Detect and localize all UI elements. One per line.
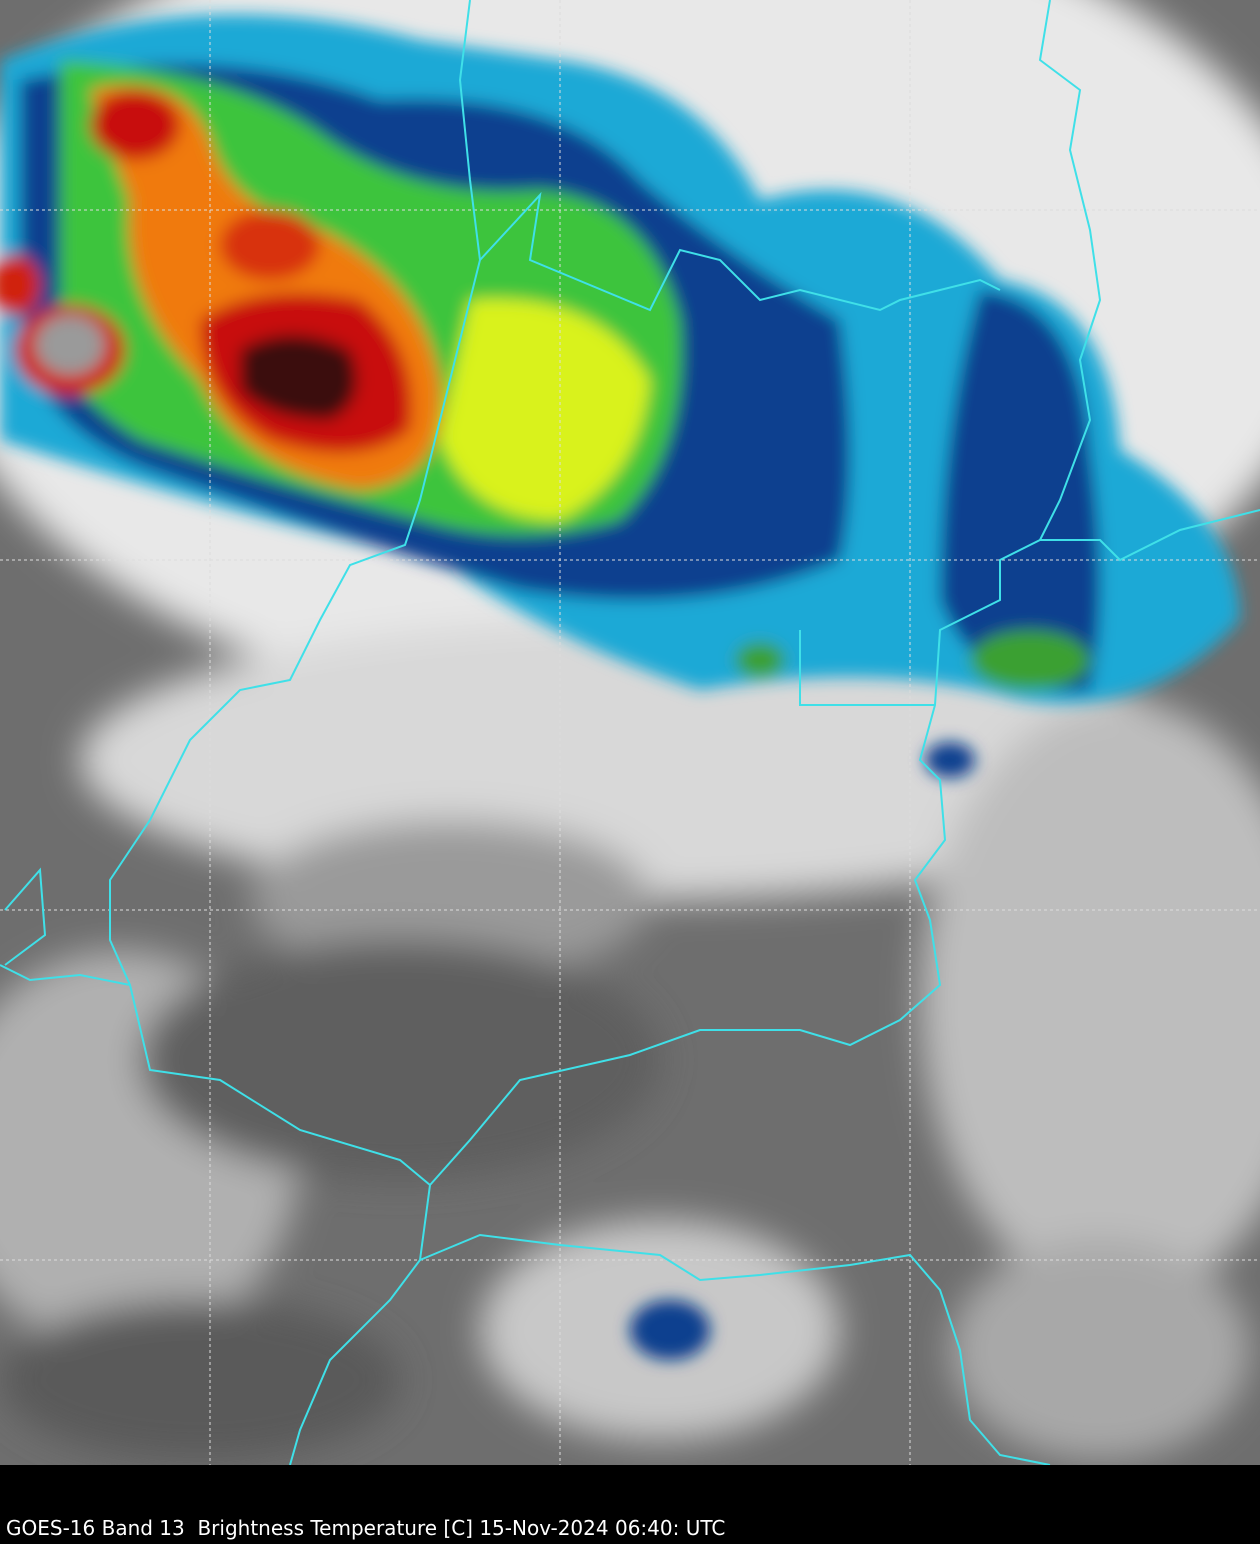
storm-system bbox=[0, 14, 1240, 1360]
borders bbox=[0, 0, 1260, 1466]
caption-bar bbox=[0, 1465, 1260, 1540]
caption: GOES-16 Band 13 Brightness Temperature [… bbox=[6, 1516, 725, 1540]
graticule bbox=[0, 0, 1260, 1465]
imagery bbox=[0, 0, 1260, 1466]
